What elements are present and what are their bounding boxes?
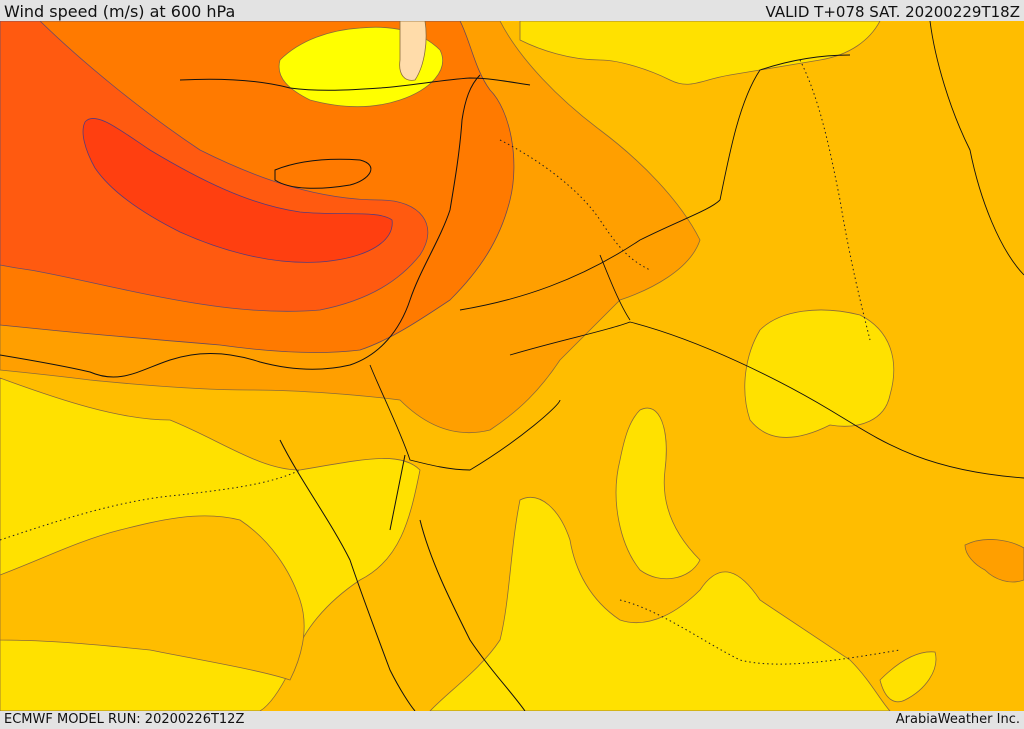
- coastline-turkey: [179, 77, 531, 91]
- admin-boundary: [619, 599, 901, 665]
- header-bar: Wind speed (m/s) at 600 hPa VALID T+078 …: [0, 0, 1024, 21]
- yellow-band-south: [429, 497, 891, 711]
- admin-boundary: [799, 59, 871, 341]
- yellow-band-center: [615, 407, 701, 579]
- border-line: [719, 54, 851, 201]
- calm-patch: [399, 21, 427, 81]
- map-title: Wind speed (m/s) at 600 hPa: [4, 2, 236, 21]
- yellow-band-southeast: [879, 651, 937, 703]
- gulf-of-suez: [279, 439, 416, 711]
- border-line: [929, 21, 1024, 276]
- band-4-east-patch: [964, 539, 1024, 583]
- border-line: [459, 199, 721, 311]
- border-line: [369, 364, 561, 471]
- border-line: [509, 321, 1024, 479]
- yellow-band-east: [744, 309, 895, 438]
- coastline-med: [0, 74, 481, 378]
- valid-time-label: VALID T+078 SAT. 20200229T18Z: [765, 3, 1020, 21]
- footer-bar: ECMWF MODEL RUN: 20200226T12Z ArabiaWeat…: [0, 711, 1024, 729]
- gulf-of-aqaba: [389, 454, 406, 531]
- orange-band-southwest: [0, 515, 305, 681]
- wind-speed-map: [0, 21, 1024, 711]
- band-highest: [82, 117, 393, 263]
- border-line: [599, 254, 631, 321]
- cyprus-outline: [274, 158, 372, 189]
- admin-boundary: [0, 469, 301, 541]
- model-run-label: ECMWF MODEL RUN: 20200226T12Z: [4, 712, 245, 727]
- red-sea-coast: [419, 519, 526, 711]
- band-4-northeast: [519, 21, 881, 85]
- credit-label: ArabiaWeather Inc.: [895, 712, 1020, 727]
